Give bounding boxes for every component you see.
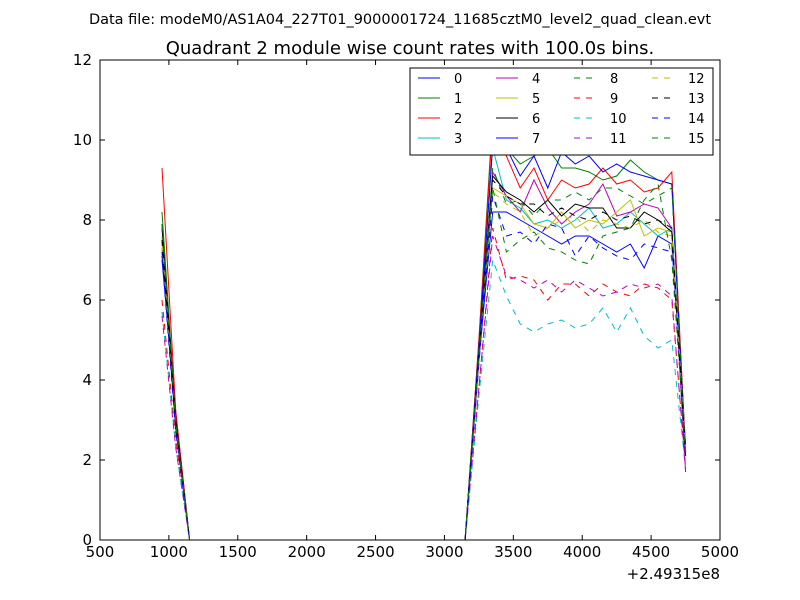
y-tick-label: 6 <box>82 291 92 309</box>
x-tick-label: 1000 <box>150 543 188 561</box>
x-tick-label: 3000 <box>425 543 463 561</box>
x-tick-label: 1500 <box>219 543 257 561</box>
legend-label-7: 7 <box>532 132 540 147</box>
x-tick-label: 5000 <box>701 543 739 561</box>
x-tick-label: 2000 <box>288 543 326 561</box>
legend-label-14: 14 <box>688 112 705 127</box>
legend-label-1: 1 <box>454 92 462 107</box>
y-tick-label: 0 <box>82 531 92 549</box>
legend-label-8: 8 <box>610 72 618 87</box>
legend-label-0: 0 <box>454 72 462 87</box>
data-file-suptitle: Data file: modeM0/AS1A04_227T01_90000017… <box>89 12 711 28</box>
legend-label-3: 3 <box>454 132 462 147</box>
y-tick-label: 4 <box>82 371 92 389</box>
x-tick-label: 4000 <box>563 543 601 561</box>
legend-label-15: 15 <box>688 132 705 147</box>
y-tick-label: 8 <box>82 211 92 229</box>
chart-title: Quadrant 2 module wise count rates with … <box>166 38 655 59</box>
x-tick-label: 500 <box>86 543 115 561</box>
legend-label-5: 5 <box>532 92 540 107</box>
axes-ticks: 500 1000 1500 2000 2500 3000 3500 4000 4500 5000 0… <box>73 51 739 561</box>
legend-label-13: 13 <box>688 92 705 107</box>
legend-box <box>409 67 714 156</box>
y-tick-label: 10 <box>73 131 92 149</box>
legend-label-2: 2 <box>454 112 462 127</box>
y-tick-label: 12 <box>73 51 92 69</box>
legend-label-10: 10 <box>610 112 627 127</box>
legend-label-6: 6 <box>532 112 540 127</box>
legend-label-12: 12 <box>688 72 705 87</box>
x-tick-label: 2500 <box>356 543 394 561</box>
x-tick-label: 3500 <box>494 543 532 561</box>
y-tick-label: 2 <box>82 451 92 469</box>
x-axis-offset-label: +2.49315e8 <box>627 565 720 583</box>
legend-label-11: 11 <box>610 132 627 147</box>
legend-label-4: 4 <box>532 72 540 87</box>
x-tick-label: 4500 <box>632 543 670 561</box>
legend-label-9: 9 <box>610 92 618 107</box>
